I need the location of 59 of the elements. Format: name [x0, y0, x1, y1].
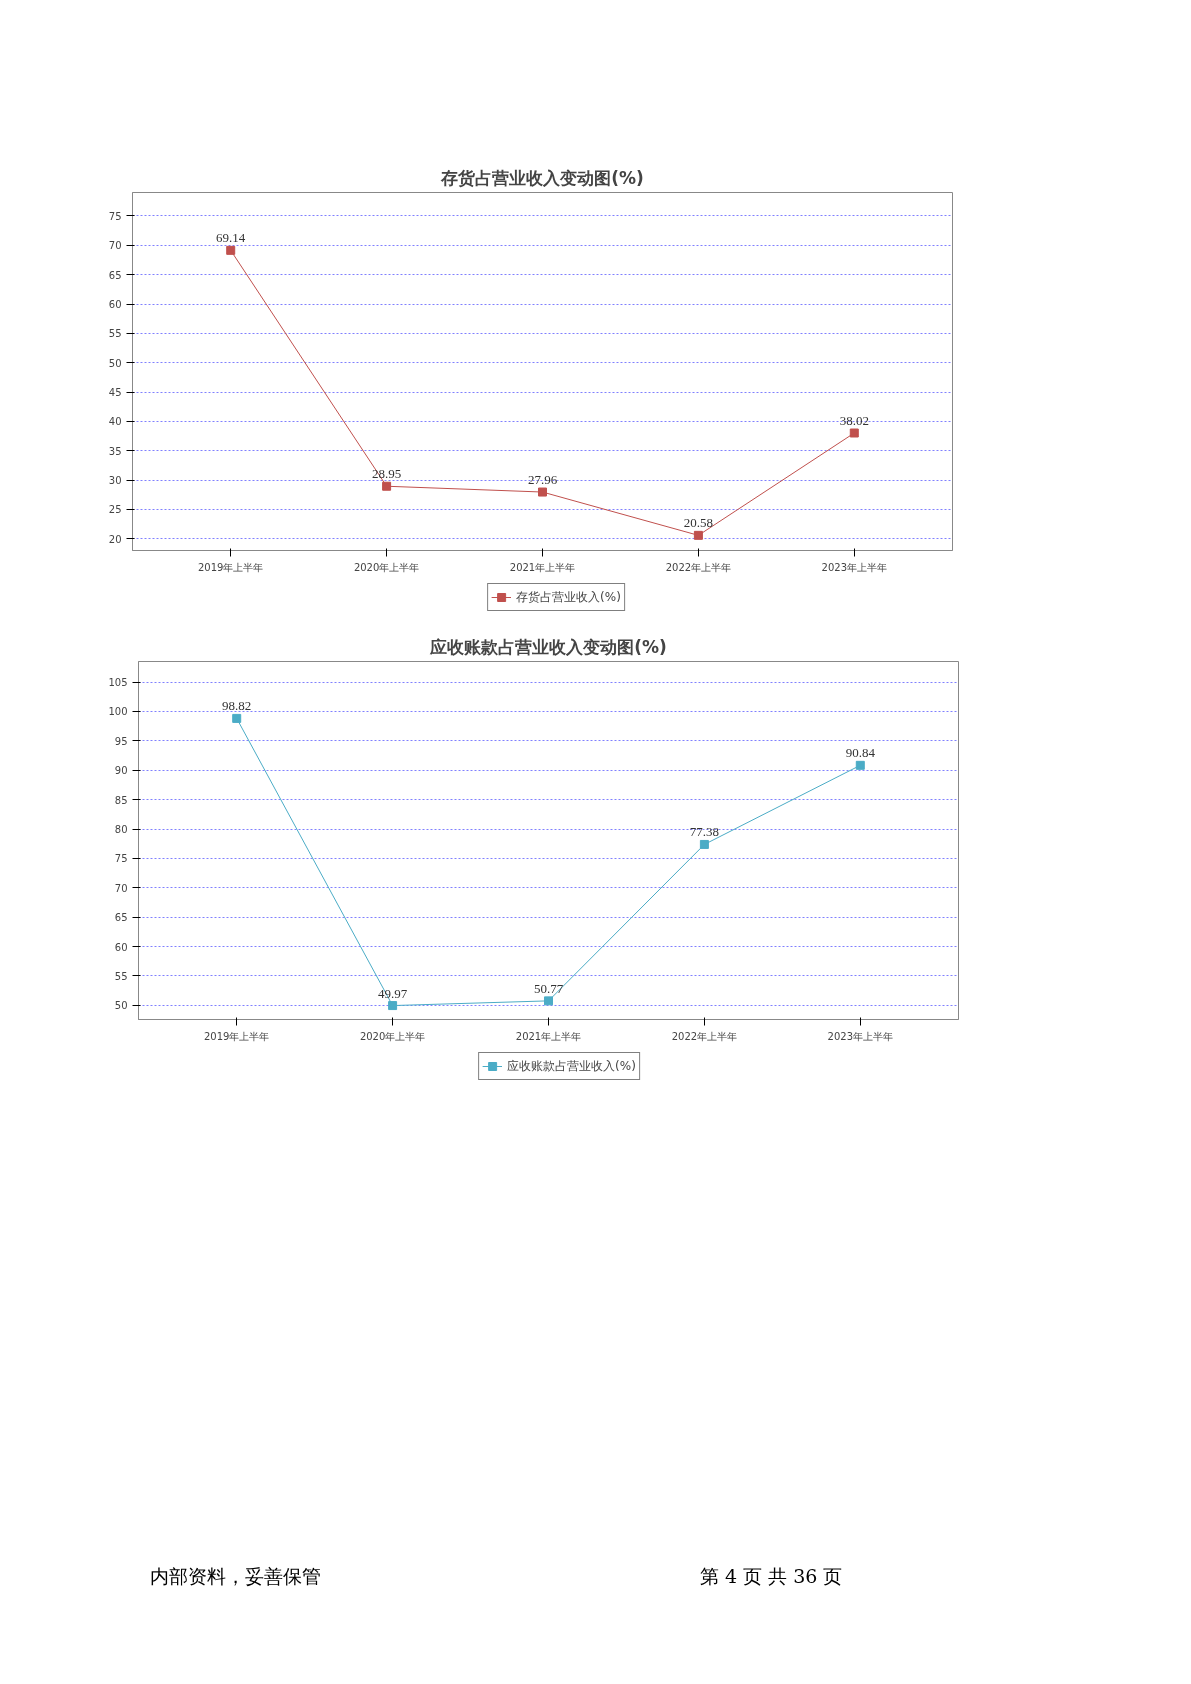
- text: 内部资料，妥善保管: [150, 1564, 321, 1589]
- y-tick-label: 65: [108, 269, 122, 281]
- y-tick-label: 30: [108, 475, 122, 487]
- point: [855, 760, 865, 770]
- y-tick-label: 55: [114, 971, 128, 982]
- x-tick-label: 2021年上半年: [515, 1030, 582, 1042]
- x-tick-label: 2019年上半年: [203, 1030, 270, 1042]
- y-tick-label: 75: [108, 210, 122, 222]
- y-tick-label: 55: [108, 328, 122, 340]
- data-label: 90.84: [845, 745, 876, 761]
- y-tick-label: 100: [108, 706, 128, 718]
- legend-label: 存货占营业收入(%): [516, 588, 621, 606]
- x-tick-label: 2022年上半年: [671, 1030, 738, 1042]
- point: [538, 487, 547, 497]
- y-tick-label: 60: [108, 299, 122, 311]
- y-tick-label: 60: [114, 941, 128, 953]
- y-tick-label: 80: [114, 824, 128, 836]
- text: 第 4 页 共 36 页: [700, 1564, 843, 1589]
- y-tick-label: 75: [114, 853, 128, 865]
- data-label: 20.58: [683, 515, 714, 531]
- chart-title: 存货占营业收入变动图(%): [440, 167, 644, 188]
- x-tick-label: 2023年上半年: [821, 561, 888, 573]
- data-label: 69.14: [216, 230, 246, 246]
- x-tick-label: 2023年上半年: [827, 1030, 894, 1042]
- point: [849, 428, 859, 438]
- y-tick-label: 20: [108, 533, 122, 545]
- x-tick-label: 2021年上半年: [509, 561, 576, 573]
- y-tick-label: 35: [108, 445, 122, 457]
- x-tick-label: 2020年上半年: [353, 561, 420, 573]
- legend-label: 应收账款占营业收入(%): [507, 1057, 636, 1075]
- y-tick-label: 50: [114, 1000, 128, 1012]
- data-label: 77.38: [689, 824, 720, 840]
- point: [226, 245, 236, 255]
- chart-title: 应收账款占营业收入变动图(%): [429, 636, 667, 657]
- y-tick-label: 85: [114, 794, 128, 806]
- point: [388, 1001, 398, 1011]
- point: [232, 713, 242, 723]
- point: [699, 839, 709, 849]
- y-tick-label: 40: [108, 416, 122, 428]
- y-tick-label: 70: [114, 882, 128, 894]
- y-tick-label: 105: [108, 677, 128, 689]
- y-tick-label: 50: [108, 357, 122, 369]
- data-label: 98.82: [222, 698, 252, 714]
- data-label: 27.96: [527, 472, 558, 488]
- point: [382, 481, 392, 491]
- y-tick-label: 25: [108, 504, 122, 516]
- data-label: 38.02: [839, 413, 869, 429]
- data-label: 50.77: [533, 980, 564, 996]
- y-tick-label: 70: [108, 240, 122, 252]
- y-tick-label: 95: [114, 735, 128, 747]
- point: [544, 996, 553, 1006]
- x-tick-label: 2019年上半年: [197, 561, 264, 573]
- x-tick-label: 2022年上半年: [665, 561, 732, 573]
- point: [693, 530, 703, 540]
- y-tick-label: 45: [108, 387, 122, 399]
- x-tick-label: 2020年上半年: [359, 1030, 426, 1042]
- data-label: 49.97: [377, 985, 408, 1001]
- y-tick-label: 65: [114, 912, 128, 924]
- y-tick-label: 90: [114, 765, 128, 777]
